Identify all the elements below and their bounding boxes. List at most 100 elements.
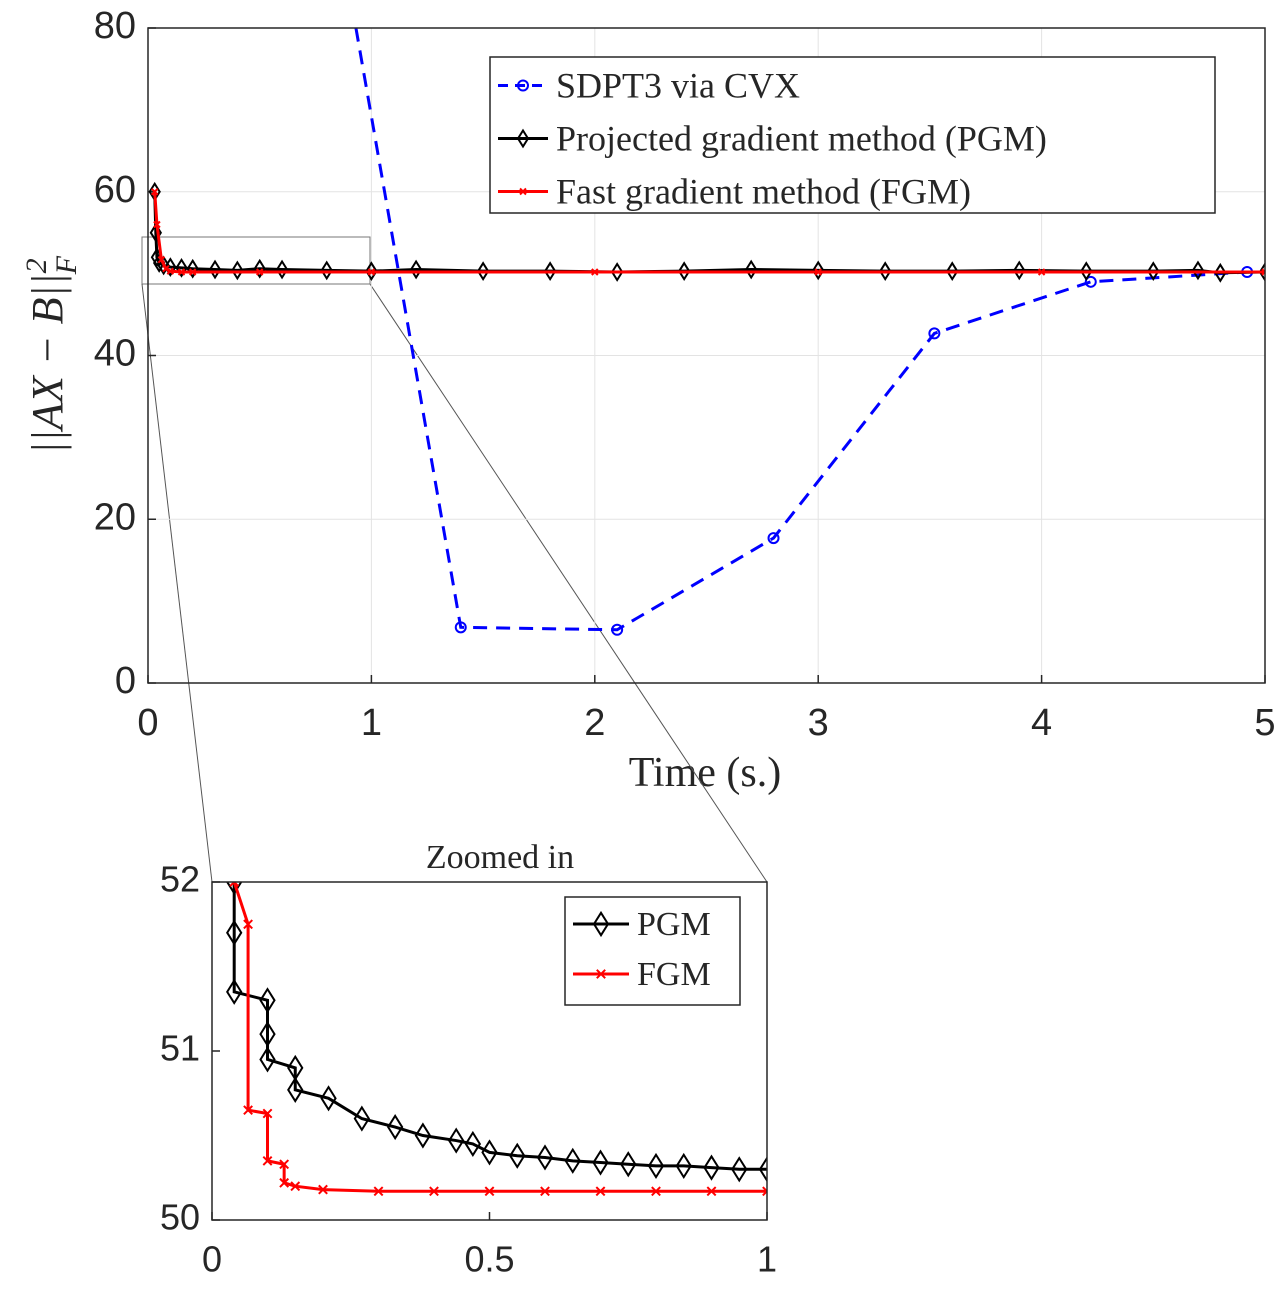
x-tick-label: 1: [757, 1239, 777, 1280]
marker: [429, 1186, 439, 1197]
series-line: [354, 28, 1248, 632]
x-tick-label: 2: [584, 702, 605, 744]
axes-box: [147, 27, 1266, 684]
marker: [592, 1149, 609, 1176]
marker: [229, 882, 240, 887]
marker: [226, 919, 243, 946]
marker: [320, 260, 333, 281]
legend-box: [489, 56, 1216, 214]
marker: [647, 1152, 665, 1180]
marker: [476, 261, 490, 282]
y-tick-label: 50: [160, 1197, 200, 1238]
marker: [226, 978, 243, 1005]
marker: [259, 1046, 276, 1073]
marker: [275, 259, 289, 280]
marker: [509, 1142, 526, 1169]
marker: [620, 1151, 637, 1178]
axes-box: [211, 881, 768, 1221]
marker: [651, 1186, 661, 1197]
legend-marker: [516, 128, 530, 149]
y-tick-label: 80: [94, 5, 136, 47]
x-tick-label: 4: [1031, 702, 1052, 744]
marker: [536, 1144, 554, 1171]
marker: [287, 1076, 304, 1103]
zoom-connector: [369, 283, 768, 883]
marker: [1261, 268, 1265, 276]
marker: [290, 1181, 301, 1192]
y-label-sup: 2: [20, 258, 53, 273]
marker: [243, 1105, 253, 1116]
marker: [610, 262, 624, 282]
marker: [1084, 275, 1097, 288]
marker: [262, 1108, 273, 1119]
zoom-region: [141, 236, 371, 285]
marker: [150, 188, 159, 196]
marker: [243, 919, 253, 930]
marker: [253, 258, 266, 279]
marker: [1214, 262, 1227, 283]
marker: [946, 261, 959, 282]
marker: [175, 258, 188, 278]
marker: [675, 1152, 692, 1180]
marker: [255, 268, 264, 276]
marker: [1080, 261, 1093, 282]
x-tick-label: 0.5: [464, 1239, 514, 1280]
marker: [464, 1130, 482, 1158]
marker: [259, 1021, 276, 1048]
marker: [762, 1186, 767, 1197]
y-tick-label: 0: [115, 660, 136, 702]
marker: [279, 1177, 290, 1188]
y-axis-label: ||AX − B||2F: [20, 255, 83, 454]
y-tick-label: 51: [160, 1028, 200, 1069]
marker: [231, 260, 244, 281]
marker: [928, 327, 941, 340]
legend-marker: [592, 910, 610, 938]
legend-label: Fast gradient method (FGM): [556, 171, 971, 211]
y-label-base: ||AX − B||: [23, 273, 72, 454]
inset-title: Zoomed in: [426, 839, 574, 876]
marker: [611, 623, 624, 636]
marker: [703, 1154, 720, 1181]
x-tick-label: 5: [1254, 702, 1275, 744]
zoom-connector: [141, 283, 213, 883]
marker: [262, 1155, 273, 1166]
marker: [758, 1156, 767, 1183]
legend-marker: [517, 79, 529, 92]
marker: [320, 1085, 337, 1112]
marker: [373, 1186, 384, 1197]
marker: [454, 621, 467, 634]
marker: [595, 1186, 606, 1197]
marker: [162, 265, 170, 273]
marker: [540, 1186, 550, 1197]
y-tick-label: 20: [94, 496, 136, 538]
marker: [814, 268, 822, 276]
legend-box: [564, 896, 741, 1006]
marker: [484, 1186, 495, 1197]
marker: [414, 1122, 432, 1149]
marker: [177, 268, 186, 276]
y-tick-label: 52: [160, 859, 200, 900]
legend-marker: [596, 969, 606, 979]
marker: [1037, 268, 1046, 276]
marker: [731, 1156, 748, 1183]
legend-label: SDPT3 via CVX: [556, 65, 800, 105]
marker: [188, 268, 197, 276]
marker: [1147, 261, 1160, 282]
marker: [1013, 260, 1026, 281]
marker: [226, 882, 243, 896]
marker: [812, 260, 825, 281]
marker: [153, 220, 161, 229]
x-tick-label: 0: [202, 1239, 222, 1280]
marker: [1191, 260, 1205, 281]
marker: [208, 259, 222, 280]
marker: [367, 268, 376, 276]
x-tick-label: 3: [808, 702, 829, 744]
marker: [591, 268, 599, 276]
marker: [164, 257, 177, 277]
x-tick-label: 0: [137, 702, 158, 744]
marker: [448, 1127, 465, 1154]
marker: [318, 1184, 328, 1195]
series-line: [232, 882, 767, 1171]
